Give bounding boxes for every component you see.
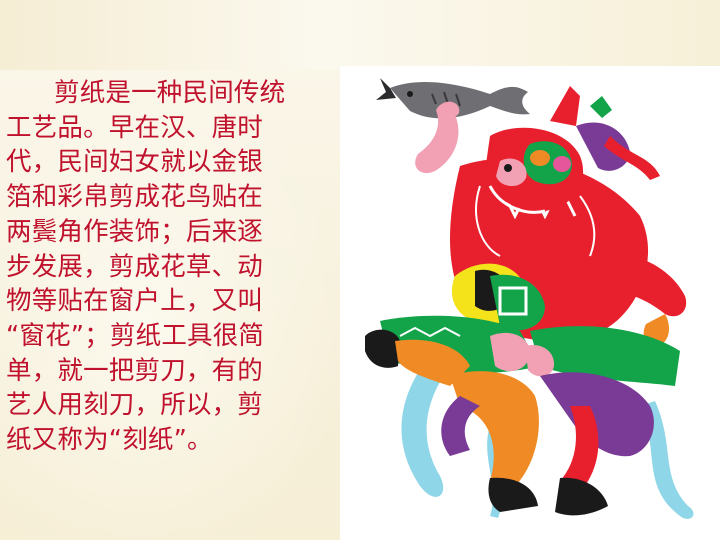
top-background-band — [0, 0, 720, 70]
papercut-figure-illustration — [365, 78, 694, 519]
paragraph-text: 剪纸是一种民间传统 工艺品。早在汉、唐时 代，民间妇女就以金银 箔和彩帛剪成花鸟… — [6, 76, 336, 458]
paragraph-line-6: 步发展，剪成花草、动 — [6, 251, 264, 282]
paragraph-line-5: 两鬓角作装饰；后来逐 — [6, 216, 264, 247]
paragraph-line-8: “窗花”；剪纸工具很简 — [6, 320, 265, 351]
papercut-image — [340, 66, 720, 540]
paragraph-line-11: 纸又称为“刻纸”。 — [6, 425, 213, 456]
paragraph-line-10: 艺人用刻刀，所以，剪 — [6, 390, 264, 421]
paragraph-line-3: 代，民间妇女就以金银 — [6, 147, 264, 178]
paragraph-line-2: 工艺品。早在汉、唐时 — [6, 112, 264, 143]
paragraph-line-7: 物等贴在窗户上，又叫 — [6, 286, 264, 317]
paragraph-line-1: 剪纸是一种民间传统 — [54, 78, 286, 108]
text-background-glow — [0, 60, 350, 540]
paragraph-line-9: 单，就一把剪刀，有的 — [6, 355, 264, 386]
paragraph-line-4: 箔和彩帛剪成花鸟贴在 — [6, 182, 264, 213]
